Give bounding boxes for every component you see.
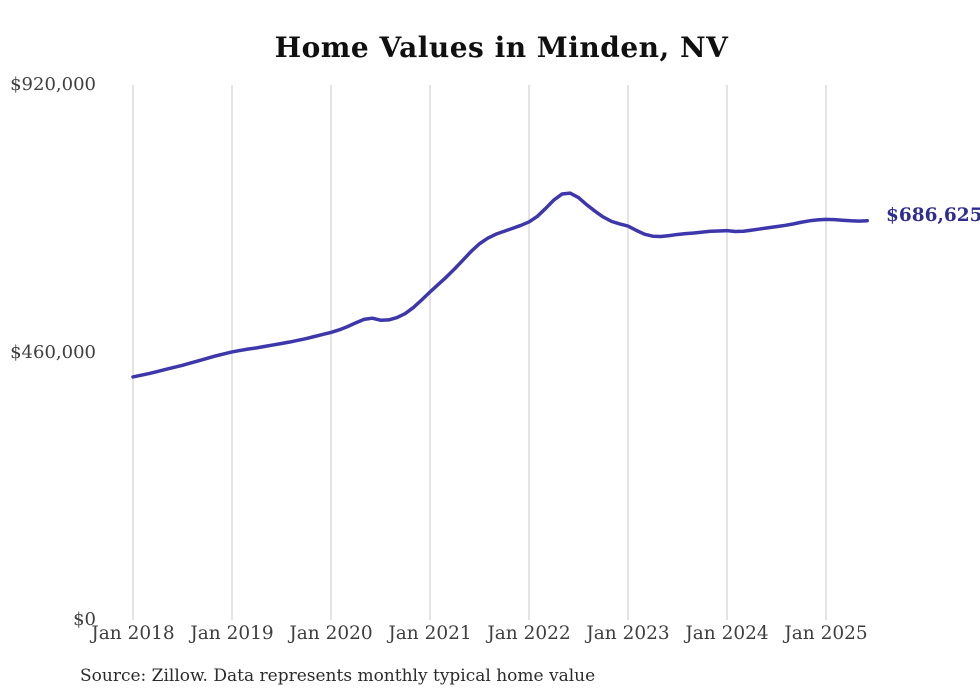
x-tick-label-jan-2021: Jan 2021 — [388, 623, 472, 644]
x-tick-label-jan-2018: Jan 2018 — [91, 623, 175, 644]
x-tick-label-jan-2020: Jan 2020 — [289, 623, 373, 644]
x-tick-label-jan-2022: Jan 2022 — [487, 623, 571, 644]
y-tick-label-0: $0 — [73, 609, 96, 630]
x-tick-label-jan-2024: Jan 2024 — [685, 623, 769, 644]
x-tick-label-jan-2019: Jan 2019 — [190, 623, 274, 644]
home-value-line — [131, 191, 869, 379]
end-value-label: $686,625 — [886, 205, 980, 226]
x-tick-label-jan-2023: Jan 2023 — [586, 623, 670, 644]
x-tick-label-jan-2025: Jan 2025 — [784, 623, 868, 644]
y-tick-label-920000: $920,000 — [10, 74, 96, 95]
source-note: Source: Zillow. Data represents monthly … — [80, 666, 596, 686]
y-tick-label-460000: $460,000 — [10, 341, 96, 363]
chart-title: Home Values in Minden, NV — [274, 31, 729, 64]
